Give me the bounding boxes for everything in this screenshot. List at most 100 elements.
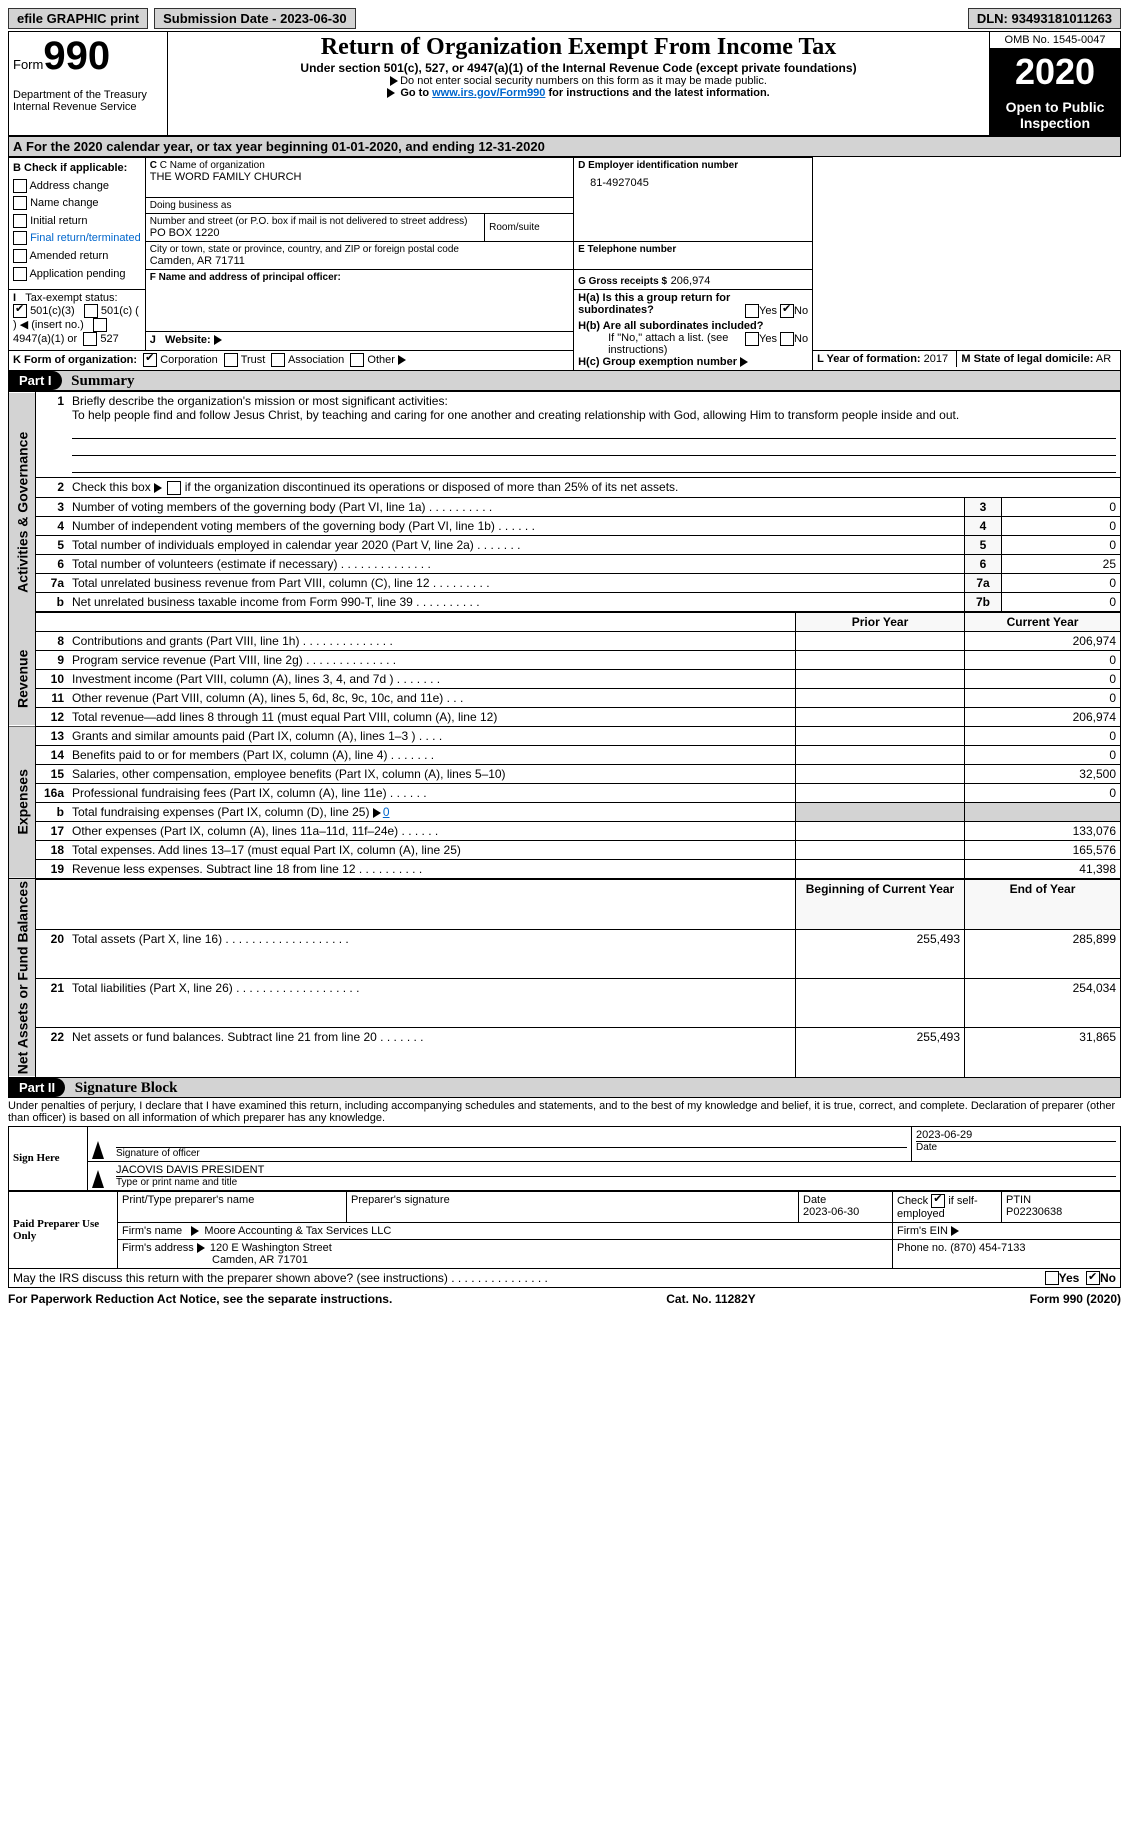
efile-button[interactable]: efile GRAPHIC print [8, 8, 148, 29]
501c3-label: 501(c)(3) [30, 305, 75, 317]
ptin: P02230638 [1006, 1206, 1062, 1218]
l16b-link[interactable]: 0 [383, 805, 390, 819]
part2-header: Part II [9, 1078, 65, 1097]
goto-pre: Go to [400, 87, 432, 99]
l2-pre: Check this box [72, 480, 151, 494]
app-pending-checkbox[interactable] [13, 267, 27, 281]
v16a: 0 [965, 783, 1121, 802]
prep-date: 2023-06-30 [803, 1206, 859, 1218]
l18: Total expenses. Add lines 13–17 (must eq… [72, 843, 461, 857]
name-change-checkbox[interactable] [13, 196, 27, 210]
g-label: G Gross receipts $ [578, 276, 667, 287]
paperwork-notice: For Paperwork Reduction Act Notice, see … [8, 1292, 392, 1306]
dept-irs: Internal Revenue Service [13, 101, 163, 113]
addr-change-label: Address change [29, 180, 109, 192]
gov-side-label: Activities & Governance [9, 392, 36, 632]
final-return-checkbox[interactable] [13, 231, 27, 245]
corp-label: Corporation [160, 354, 217, 366]
self-employed-checkbox[interactable] [931, 1194, 945, 1208]
l16a: Professional fundraising fees (Part IX, … [72, 786, 387, 800]
label-a: A [13, 139, 22, 154]
l17: Other expenses (Part IX, column (A), lin… [72, 824, 398, 838]
form-subtitle: Under section 501(c), 527, or 4947(a)(1)… [172, 61, 985, 75]
firm-addr2: Camden, AR 71701 [122, 1254, 308, 1266]
cat-no: Cat. No. 11282Y [666, 1292, 755, 1306]
trust-checkbox[interactable] [224, 353, 238, 367]
amended-label: Amended return [29, 250, 108, 262]
arrow-icon [398, 355, 406, 365]
domicile: AR [1096, 353, 1111, 365]
l15: Salaries, other compensation, employee b… [72, 767, 506, 781]
paid-preparer-block: Paid Preparer Use Only Print/Type prepar… [8, 1191, 1121, 1269]
l11: Other revenue (Part VIII, column (A), li… [72, 691, 443, 705]
sign-here-block: Sign Here Signature of officer 2023-06-2… [8, 1126, 1121, 1191]
street-label: Number and street (or P.O. box if mail i… [150, 216, 480, 227]
final-return-label: Final return/terminated [30, 232, 141, 244]
dept-treasury: Department of the Treasury [13, 89, 163, 101]
v7b: 0 [1002, 592, 1121, 612]
discuss-yes-checkbox[interactable] [1045, 1271, 1059, 1285]
corp-checkbox[interactable] [143, 353, 157, 367]
l22: Net assets or fund balances. Subtract li… [72, 1030, 377, 1044]
sign-date: 2023-06-29 [916, 1129, 1116, 1141]
tax-period-row: A For the 2020 calendar year, or tax yea… [8, 136, 1121, 157]
prep-date-label: Date [803, 1194, 826, 1206]
street: PO BOX 1220 [150, 227, 480, 239]
identity-block: B Check if applicable: Address change Na… [8, 157, 1121, 371]
l10: Investment income (Part VIII, column (A)… [72, 672, 393, 686]
l7a: Total unrelated business revenue from Pa… [72, 576, 430, 590]
l-label: L Year of formation: [817, 353, 921, 365]
begin-year-hdr: Beginning of Current Year [796, 879, 965, 930]
f-label: F Name and address of principal officer: [150, 272, 569, 283]
trust-label: Trust [241, 354, 266, 366]
name-title-label: Type or print name and title [116, 1176, 1116, 1188]
year-formation: 2017 [924, 353, 948, 365]
501c-checkbox[interactable] [84, 304, 98, 318]
firm-name-label: Firm's name [122, 1225, 182, 1237]
l6: Total number of volunteers (estimate if … [72, 557, 337, 571]
prior-year-hdr: Prior Year [796, 612, 965, 632]
e22: 31,865 [965, 1028, 1121, 1077]
v18: 165,576 [965, 840, 1121, 859]
check-label: Check [897, 1194, 928, 1206]
sig-arrow-icon [92, 1170, 104, 1188]
phone: (870) 454-7133 [950, 1242, 1025, 1254]
e-label: E Telephone number [578, 244, 676, 255]
assoc-checkbox[interactable] [271, 353, 285, 367]
org-name: THE WORD FAMILY CHURCH [150, 171, 569, 183]
e20: 285,899 [965, 929, 1121, 978]
amended-checkbox[interactable] [13, 249, 27, 263]
v6: 25 [1002, 554, 1121, 573]
ha-yes[interactable] [745, 304, 759, 318]
arrow-icon [214, 335, 222, 345]
insert-no: (insert no.) [31, 319, 84, 331]
form-header: Form990 Department of the Treasury Inter… [8, 31, 1121, 136]
firm-addr-label: Firm's address [122, 1242, 194, 1254]
v17: 133,076 [965, 821, 1121, 840]
assoc-label: Association [288, 354, 344, 366]
4947-checkbox[interactable] [93, 318, 107, 332]
527-checkbox[interactable] [83, 332, 97, 346]
discuss-no-checkbox[interactable] [1086, 1271, 1100, 1285]
addr-change-checkbox[interactable] [13, 179, 27, 193]
hb-no[interactable] [780, 332, 794, 346]
l2-checkbox[interactable] [167, 481, 181, 495]
other-checkbox[interactable] [350, 353, 364, 367]
l9: Program service revenue (Part VIII, line… [72, 653, 303, 667]
sig-arrow-icon [92, 1141, 104, 1159]
hb-yes[interactable] [745, 332, 759, 346]
name-change-label: Name change [30, 197, 99, 209]
discuss-yes: Yes [1059, 1271, 1080, 1285]
4947-label: 4947(a)(1) or [13, 333, 77, 345]
c-name-label: C C Name of organization [150, 160, 569, 171]
net-side-label: Net Assets or Fund Balances [9, 879, 36, 1077]
e21: 254,034 [965, 979, 1121, 1028]
initial-return-checkbox[interactable] [13, 214, 27, 228]
tax-year: 2020 [990, 49, 1120, 95]
irs-link[interactable]: www.irs.gov/Form990 [432, 87, 545, 99]
l12: Total revenue—add lines 8 through 11 (mu… [72, 710, 497, 724]
l8: Contributions and grants (Part VIII, lin… [72, 634, 299, 648]
501c3-checkbox[interactable] [13, 304, 27, 318]
ha-no[interactable] [780, 304, 794, 318]
527-label: 527 [100, 333, 118, 345]
